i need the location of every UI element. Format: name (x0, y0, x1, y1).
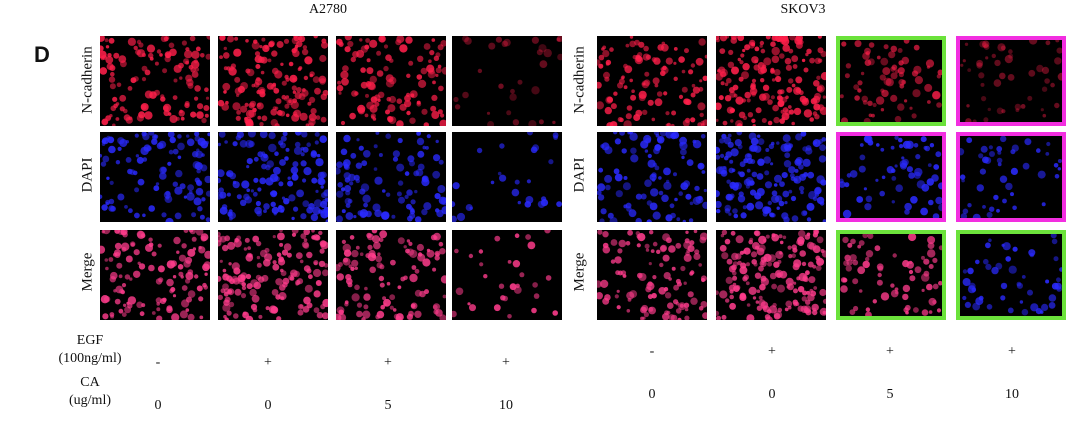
a2780-ncadherin-tile-0 (100, 36, 210, 126)
skov3-dapi-tile-1 (716, 132, 826, 222)
a2780-ncadherin-tile-1 (218, 36, 328, 126)
panel-letter: D (34, 42, 50, 67)
skov3-ca-0: 0 (648, 387, 656, 402)
a2780-merge-image-2 (336, 230, 446, 320)
a2780-ncadherin-image-1 (218, 36, 328, 126)
skov3-merge-image-1 (716, 230, 826, 320)
a2780-dapi-tile-2 (336, 132, 446, 222)
skov3-dapi-image-1 (716, 132, 826, 222)
skov3-ncadherin-tile-1 (716, 36, 826, 126)
a2780-ncadherin-image-2 (336, 36, 446, 126)
skov3-ncadherin-tile-0 (597, 36, 707, 126)
skov3-ncadherin-image-1 (716, 36, 826, 126)
a2780-ncadherin-image-0 (100, 36, 210, 126)
skov3-dapi-image-2 (840, 136, 942, 218)
egf-label: EGF (100ng/ml) (20, 332, 160, 368)
ca-label-line2: (ug/ml) (69, 393, 111, 408)
row-label-ncadherin-skov3: N-cadherin (571, 46, 588, 114)
skov3-dapi-tile-0 (597, 132, 707, 222)
skov3-merge-tile-2 (836, 230, 946, 320)
group-title-a2780: A2780 (308, 2, 348, 17)
skov3-ncadherin-image-3 (960, 40, 1062, 122)
row-label-merge-a2780: Merge (79, 252, 96, 292)
a2780-ca-3: 10 (499, 398, 513, 413)
skov3-ca-3: 10 (1005, 387, 1019, 402)
a2780-merge-tile-1 (218, 230, 328, 320)
a2780-merge-tile-3 (452, 230, 562, 320)
a2780-dapi-tile-1 (218, 132, 328, 222)
skov3-merge-image-2 (840, 234, 942, 316)
a2780-dapi-tile-0 (100, 132, 210, 222)
a2780-egf-1: + (264, 355, 272, 370)
egf-label-line1: EGF (76, 333, 104, 348)
a2780-dapi-image-2 (336, 132, 446, 222)
egf-label-line2: (100ng/ml) (58, 351, 122, 366)
row-label-merge-skov3: Merge (571, 252, 588, 292)
skov3-dapi-image-3 (960, 136, 1062, 218)
skov3-egf-2: + (886, 344, 894, 359)
skov3-dapi-image-0 (597, 132, 707, 222)
a2780-merge-image-3 (452, 230, 562, 320)
a2780-merge-image-1 (218, 230, 328, 320)
a2780-merge-tile-2 (336, 230, 446, 320)
a2780-egf-2: + (384, 355, 392, 370)
skov3-merge-tile-1 (716, 230, 826, 320)
skov3-dapi-tile-3 (956, 132, 1066, 222)
skov3-ncadherin-tile-2 (836, 36, 946, 126)
group-title-skov3: SKOV3 (780, 2, 826, 17)
a2780-merge-image-0 (100, 230, 210, 320)
a2780-dapi-image-3 (452, 132, 562, 222)
a2780-dapi-image-1 (218, 132, 328, 222)
skov3-ncadherin-tile-3 (956, 36, 1066, 126)
skov3-dapi-tile-2 (836, 132, 946, 222)
skov3-ncadherin-image-0 (597, 36, 707, 126)
ca-label-line1: CA (80, 375, 100, 390)
a2780-dapi-image-0 (100, 132, 210, 222)
skov3-merge-image-0 (597, 230, 707, 320)
a2780-ca-2: 5 (384, 398, 392, 413)
ca-label: CA (ug/ml) (20, 374, 160, 410)
a2780-ca-1: 0 (264, 398, 272, 413)
a2780-ca-0: 0 (154, 398, 162, 413)
skov3-egf-1: + (768, 344, 776, 359)
skov3-ca-1: 0 (768, 387, 776, 402)
skov3-ncadherin-image-2 (840, 40, 942, 122)
a2780-ncadherin-tile-3 (452, 36, 562, 126)
skov3-egf-3: + (1008, 344, 1016, 359)
skov3-merge-image-3 (960, 234, 1062, 316)
a2780-ncadherin-tile-2 (336, 36, 446, 126)
skov3-merge-tile-3 (956, 230, 1066, 320)
a2780-dapi-tile-3 (452, 132, 562, 222)
row-label-dapi-a2780: DAPI (79, 157, 96, 193)
a2780-egf-3: + (502, 355, 510, 370)
skov3-merge-tile-0 (597, 230, 707, 320)
skov3-ca-2: 5 (886, 387, 894, 402)
skov3-egf-0: - (649, 344, 655, 359)
a2780-egf-0: - (155, 355, 161, 370)
row-label-dapi-skov3: DAPI (571, 157, 588, 193)
a2780-ncadherin-image-3 (452, 36, 562, 126)
a2780-merge-tile-0 (100, 230, 210, 320)
row-label-ncadherin-a2780: N-cadherin (79, 46, 96, 114)
